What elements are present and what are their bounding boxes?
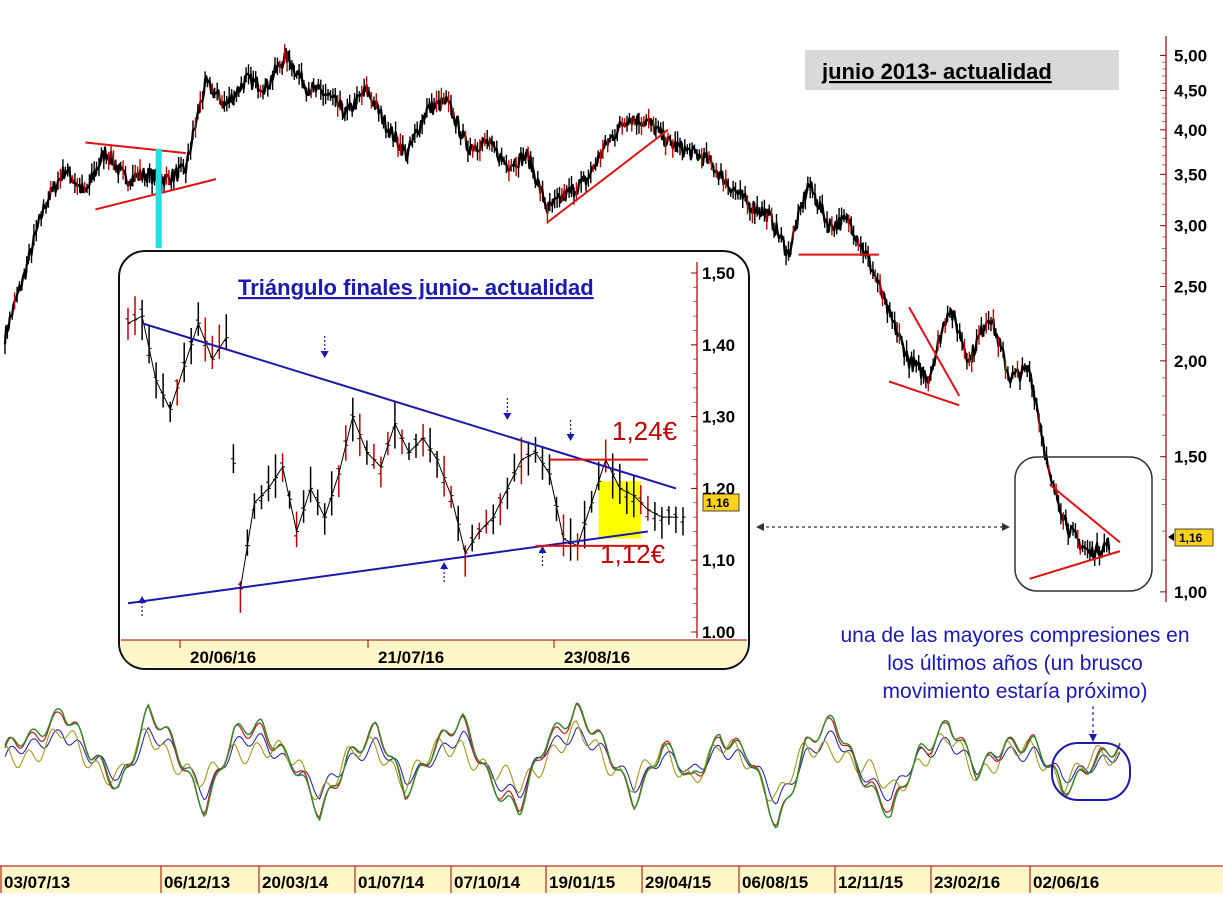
main-chart: 5,00 4,50 4,00 3,50 3,00 2,50 2,00 1,50 1,00 juni…: [0, 36, 1223, 893]
date-tick-label: 01/07/14: [358, 873, 425, 892]
annotation-line: los últimos años (un brusco: [887, 652, 1143, 675]
main-y-tick-label: 1,50: [1174, 448, 1207, 467]
annotation-line: una de las mayores compresiones en: [840, 624, 1189, 647]
link-arrow-head-left: [756, 523, 764, 531]
inset-price-bars-down: [127, 296, 649, 613]
annotation-arrow-head: [1089, 734, 1097, 742]
pivot-arrow-head: [503, 413, 512, 420]
pivot-arrow-head: [138, 596, 147, 603]
trendline-triangle-2016-top: [1049, 483, 1121, 544]
date-tick-label: 03/07/13: [4, 873, 70, 892]
inset-date-label: 21/07/16: [378, 648, 444, 667]
main-last-price-badge: [1174, 528, 1214, 547]
inset-last-price-badge: [702, 493, 740, 512]
inset-level-label-high: 1,24€: [612, 416, 678, 446]
inset-chart: 1,50 1,40 1,30 1,20 1,10 1.00 20/06/16 21/07/16…: [118, 250, 750, 670]
main-price-bars: [4, 49, 1110, 566]
main-last-price-text: 1,16: [1179, 531, 1203, 545]
inset-last-price-text: 1,16: [706, 496, 730, 510]
trendline-inset-triangle-top: [141, 322, 677, 490]
osc-line-green: [4, 702, 1121, 829]
main-price-bars-down: [13, 44, 1081, 555]
zoom-box: [1014, 456, 1153, 592]
inset-y-tick-label: 1,40: [702, 336, 735, 355]
trendline-triangle-2013-top: [85, 141, 186, 155]
inset-y-tick-label: 1,30: [702, 408, 735, 427]
date-tick-label: 02/06/16: [1033, 873, 1099, 892]
link-arrow-head-right: [1002, 523, 1010, 531]
date-tick-label: 12/11/15: [838, 873, 903, 892]
main-y-tick-label: 3,00: [1174, 217, 1207, 236]
inset-y-tick-label: 1.00: [702, 623, 735, 642]
inset-date-label: 20/06/16: [190, 648, 256, 667]
main-y-tick-label: 5,00: [1174, 46, 1207, 65]
oscillator-panel: una de las mayores compresiones en los úl…: [4, 620, 1223, 829]
pivot-arrow-head: [320, 351, 329, 358]
date-tick-label: 06/08/15: [742, 873, 808, 892]
trendline-wedge-2016-bottom: [888, 380, 960, 407]
annotation-line: movimiento estaría próximo): [883, 680, 1148, 703]
date-tick-label: 06/12/13: [164, 873, 230, 892]
inset-chart-title: Triángulo finales junio- actualidad: [238, 275, 594, 300]
main-y-tick-label: 2,00: [1174, 352, 1207, 371]
date-tick-label: 20/03/14: [262, 873, 329, 892]
inset-level-label-low: 1,12€: [600, 539, 666, 569]
main-y-tick-label: 4,50: [1174, 82, 1207, 101]
main-chart-title: junio 2013- actualidad: [821, 59, 1052, 84]
inset-y-tick-label: 1,10: [702, 551, 735, 570]
pivot-arrow-head: [538, 546, 547, 553]
trendline-triangle-2013-bottom: [95, 178, 217, 211]
main-y-tick-label: 2,50: [1174, 277, 1207, 296]
inset-date-label: 23/08/16: [564, 648, 630, 667]
trendline-triangle-2016-bottom: [1029, 550, 1121, 580]
title-box: [805, 50, 1119, 90]
trendline-inset-triangle-bottom: [127, 530, 648, 605]
date-tick-label: 19/01/15: [549, 873, 615, 892]
oscillator-compression-ellipse: [1051, 742, 1131, 801]
annotation-backdrop: [790, 620, 1223, 710]
pivot-arrow-head: [566, 434, 575, 441]
main-y-tick-label: 3,50: [1174, 165, 1207, 184]
date-tick-label: 29/04/15: [645, 873, 711, 892]
main-y-tick-label: 4,00: [1174, 121, 1207, 140]
inset-date-bar: [121, 640, 747, 667]
date-tick-label: 07/10/14: [454, 873, 521, 892]
inset-frame: [118, 250, 750, 670]
inset-y-tick-label: 1,50: [702, 264, 735, 283]
cyan-breakout-marker: [155, 148, 162, 248]
main-y-tick-label: 1,00: [1174, 583, 1207, 602]
inset-y-tick-label: 1,20: [702, 479, 735, 498]
main-last-price-pointer: [1168, 533, 1174, 541]
pivot-arrow-head: [440, 562, 449, 569]
date-axis-bar: [0, 866, 1223, 893]
date-tick-label: 23/02/16: [934, 873, 1000, 892]
trendline-wedge-2016-top: [908, 306, 961, 397]
trendline-trend-2015-support: [546, 129, 669, 224]
